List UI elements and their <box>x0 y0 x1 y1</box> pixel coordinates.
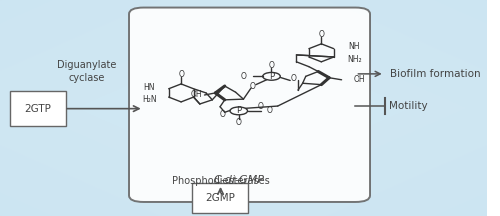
Text: Diguanylate: Diguanylate <box>57 60 116 70</box>
Text: O: O <box>178 70 184 79</box>
Text: P: P <box>236 106 242 115</box>
Text: P: P <box>269 72 274 81</box>
Text: Phosphodiesterases: Phosphodiesterases <box>172 176 270 186</box>
Text: Biofilm formation: Biofilm formation <box>390 69 480 79</box>
Text: H₂N: H₂N <box>142 95 156 104</box>
FancyBboxPatch shape <box>10 91 66 126</box>
Text: 2GTP: 2GTP <box>24 103 51 114</box>
Text: cyclase: cyclase <box>68 73 105 83</box>
Text: O: O <box>220 110 225 119</box>
Text: C-di-GMP: C-di-GMP <box>213 175 264 185</box>
Text: O: O <box>258 102 264 111</box>
Text: Motility: Motility <box>390 101 428 111</box>
Text: O: O <box>241 72 247 81</box>
Text: O: O <box>290 74 296 83</box>
Text: OH: OH <box>190 91 202 100</box>
Text: NH₂: NH₂ <box>348 55 362 64</box>
Text: O: O <box>266 106 272 115</box>
Text: O: O <box>268 60 274 70</box>
Text: NH: NH <box>348 43 360 51</box>
FancyBboxPatch shape <box>129 8 370 202</box>
Text: O: O <box>250 82 256 91</box>
Text: O: O <box>318 30 324 39</box>
Text: HN: HN <box>144 83 155 92</box>
Text: OH: OH <box>354 75 366 84</box>
Text: O: O <box>236 118 242 127</box>
Text: 2GMP: 2GMP <box>206 193 235 203</box>
FancyBboxPatch shape <box>192 183 248 213</box>
